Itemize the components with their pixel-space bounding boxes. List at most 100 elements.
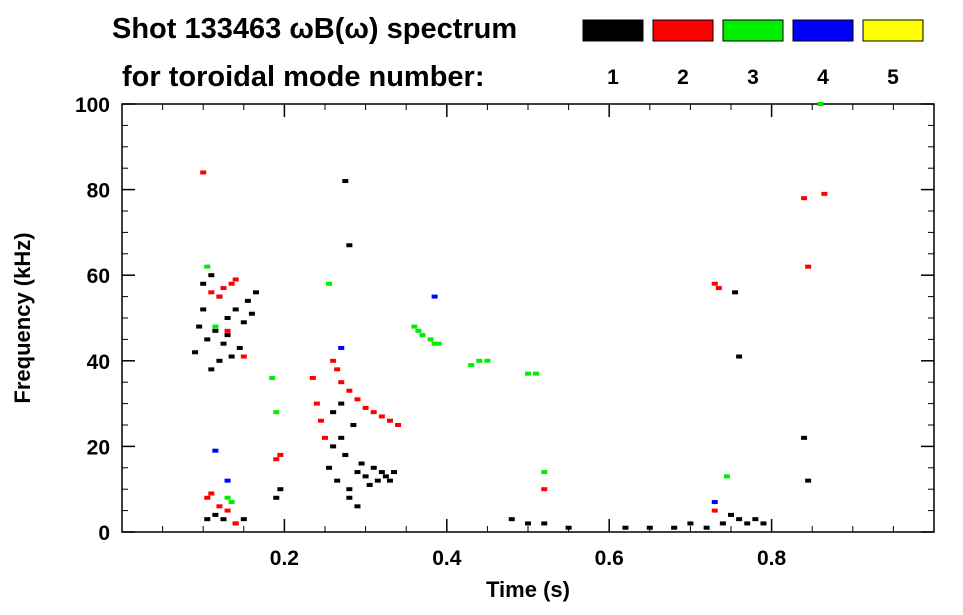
data-point <box>805 478 812 483</box>
data-point <box>220 517 227 522</box>
data-point <box>322 435 328 440</box>
data-point <box>801 435 808 440</box>
data-point <box>752 517 759 522</box>
data-point <box>224 508 231 513</box>
data-point <box>200 170 207 175</box>
data-point <box>204 495 211 500</box>
data-point <box>358 461 365 466</box>
data-point <box>525 371 531 376</box>
data-point <box>338 435 345 440</box>
data-point <box>821 191 828 196</box>
data-point <box>415 328 422 333</box>
data-marks <box>192 102 828 530</box>
data-point <box>805 264 812 269</box>
data-point <box>354 504 361 509</box>
data-point <box>342 452 349 457</box>
data-point <box>240 517 247 522</box>
data-point <box>354 397 361 402</box>
x-tick-label: 0.8 <box>757 547 787 570</box>
data-point <box>342 179 349 184</box>
data-point <box>386 418 393 423</box>
data-point <box>427 337 434 342</box>
data-point <box>228 354 235 359</box>
data-point <box>224 328 231 333</box>
data-point <box>232 307 239 312</box>
data-point <box>216 504 223 509</box>
data-point <box>484 358 491 363</box>
data-point <box>338 345 345 350</box>
data-point <box>224 333 231 338</box>
data-point <box>236 345 243 350</box>
data-point <box>541 487 548 492</box>
chart-title-line2: for toroidal mode number: <box>122 61 485 93</box>
x-axis-label: Time (s) <box>486 577 570 602</box>
data-point <box>354 470 361 475</box>
data-point <box>326 281 333 286</box>
data-point <box>273 457 280 462</box>
data-point <box>378 470 385 475</box>
data-point <box>277 452 284 457</box>
legend-swatch <box>792 19 854 42</box>
data-point <box>419 333 426 338</box>
data-point <box>269 375 276 380</box>
legend-swatch <box>722 19 784 42</box>
data-point <box>212 328 219 333</box>
data-point <box>723 474 730 479</box>
data-point <box>338 380 345 385</box>
data-point <box>370 410 377 415</box>
data-point <box>330 410 337 415</box>
data-point <box>346 388 353 393</box>
data-point <box>362 474 369 479</box>
data-point <box>378 414 385 419</box>
data-point <box>541 521 548 526</box>
data-point <box>232 521 239 526</box>
data-point <box>204 337 211 342</box>
data-point <box>240 320 247 325</box>
data-point <box>277 487 284 492</box>
data-point <box>711 281 718 286</box>
data-point <box>431 341 438 346</box>
data-point <box>208 273 215 278</box>
data-point <box>208 367 215 372</box>
data-point <box>366 482 373 487</box>
data-point <box>228 281 235 286</box>
data-point <box>435 341 442 346</box>
data-point <box>525 521 531 526</box>
data-point <box>334 367 341 372</box>
legend-label: 1 <box>607 66 619 89</box>
data-point <box>228 500 235 505</box>
data-point <box>362 405 369 410</box>
data-point <box>732 290 739 295</box>
data-point <box>330 358 337 363</box>
data-point <box>317 418 324 423</box>
data-point <box>736 354 743 359</box>
y-tick-label: 0 <box>98 522 110 545</box>
data-point <box>687 521 694 526</box>
data-point <box>801 196 808 201</box>
axes: 0.2 0.4 0.6 0.8 0 20 40 60 80 100 <box>75 94 934 570</box>
data-point <box>711 500 718 505</box>
data-point <box>224 478 231 483</box>
y-tick-label: 60 <box>87 265 110 288</box>
data-point <box>391 470 398 475</box>
data-point <box>273 495 280 500</box>
y-tick-label: 20 <box>87 436 110 459</box>
data-point <box>728 512 734 517</box>
legend-label: 3 <box>747 66 759 89</box>
data-point <box>346 487 353 492</box>
data-point <box>204 517 211 522</box>
data-point <box>338 401 345 406</box>
legend-label: 2 <box>677 66 689 89</box>
data-point <box>622 525 629 530</box>
data-point <box>817 102 824 106</box>
data-point <box>212 324 219 329</box>
chart-title-line1: Shot 133463 ωB(ω) spectrum <box>112 13 517 45</box>
legend-swatch <box>582 19 644 42</box>
data-point <box>346 495 353 500</box>
data-point <box>411 324 418 329</box>
data-point <box>476 358 483 363</box>
data-point <box>212 512 219 517</box>
data-point <box>711 508 718 513</box>
data-point <box>533 371 540 376</box>
